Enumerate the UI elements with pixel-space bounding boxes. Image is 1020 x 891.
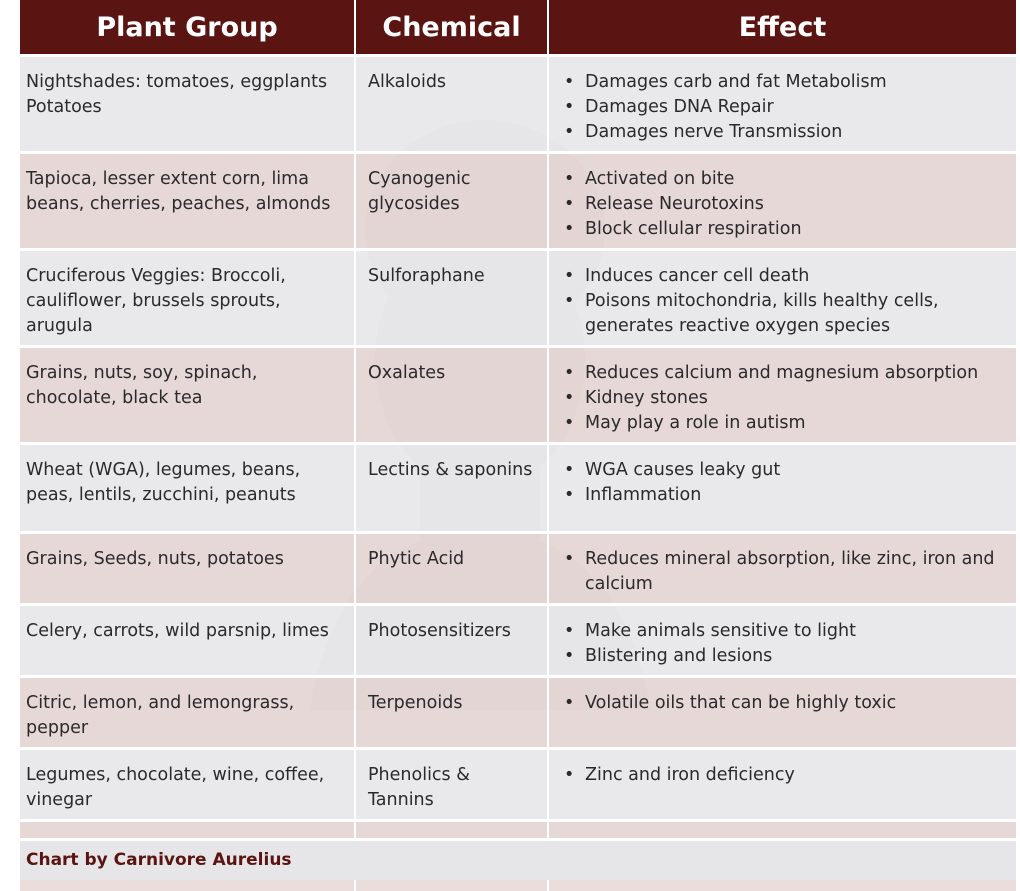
- effect-item: Damages carb and fat Metabolism: [555, 70, 1010, 95]
- table-row: Grains, Seeds, nuts, potatoes Phytic Acid…: [20, 533, 1016, 605]
- effect-item: Block cellular respiration: [555, 217, 1010, 242]
- plant-group-text: Wheat (WGA), legumes, beans, peas, lenti…: [26, 458, 348, 508]
- plant-group-cell: Legumes, chocolate, wine, coffee, vinega…: [20, 749, 355, 821]
- plant-group-text: Grains, Seeds, nuts, potatoes: [26, 547, 348, 572]
- plant-group-text: Grains, nuts, soy, spinach, chocolate, b…: [26, 361, 348, 411]
- column-header-chemical: Chemical: [355, 0, 548, 56]
- effect-cell: Activated on biteRelease NeurotoxinsBloc…: [548, 153, 1016, 250]
- effect-list: Induces cancer cell deathPoisons mitocho…: [555, 264, 1010, 339]
- plant-group-cell: Wheat (WGA), legumes, beans, peas, lenti…: [20, 444, 355, 533]
- plant-group-cell: Citric, lemon, and lemongrass, pepper: [20, 677, 355, 749]
- effect-cell: Zinc and iron deficiency: [548, 749, 1016, 821]
- effect-item: May play a role in autism: [555, 411, 1010, 436]
- plant-chemical-table: Plant Group Chemical Effect Nightshades:…: [20, 0, 1016, 891]
- chemical-cell: Oxalates: [355, 347, 548, 444]
- effect-list: Make animals sensitive to lightBlisterin…: [555, 619, 1010, 669]
- chemical-cell: Cyanogenic glycosides: [355, 153, 548, 250]
- chemical-cell: Sulforaphane: [355, 250, 548, 347]
- chemical-name: Sulforaphane: [368, 266, 485, 286]
- effect-item: Inflammation: [555, 483, 1010, 508]
- effect-list: Activated on biteRelease NeurotoxinsBloc…: [555, 167, 1010, 242]
- chemical-cell: Alkaloids: [355, 56, 548, 153]
- plant-group-cell: Tapioca, lesser extent corn, lima beans,…: [20, 153, 355, 250]
- effect-item: Kidney stones: [555, 386, 1010, 411]
- table-row: Celery, carrots, wild parsnip, limes Phot…: [20, 605, 1016, 677]
- effect-item: Damages DNA Repair: [555, 95, 1010, 120]
- effect-item: Reduces mineral absorption, like zinc, i…: [555, 547, 1010, 597]
- table-row: Cruciferous Veggies: Broccoli, cauliflow…: [20, 250, 1016, 347]
- effect-item: Volatile oils that can be highly toxic: [555, 691, 1010, 716]
- effect-cell: Reduces mineral absorption, like zinc, i…: [548, 533, 1016, 605]
- effect-item: Poisons mitochondria, kills healthy cell…: [555, 289, 1010, 339]
- table-row: Citric, lemon, and lemongrass, pepper Ter…: [20, 677, 1016, 749]
- effect-item: Release Neurotoxins: [555, 192, 1010, 217]
- effect-cell: Induces cancer cell deathPoisons mitocho…: [548, 250, 1016, 347]
- plant-group-text: Legumes, chocolate, wine, coffee, vinega…: [26, 763, 348, 813]
- effect-cell: Make animals sensitive to lightBlisterin…: [548, 605, 1016, 677]
- plant-group-text: Potatoes: [26, 95, 348, 120]
- effect-list: Reduces calcium and magnesium absorption…: [555, 361, 1010, 436]
- plant-group-cell: Grains, Seeds, nuts, potatoes: [20, 533, 355, 605]
- chemical-name: Phenolics & Tannins: [368, 765, 470, 810]
- effect-list: WGA causes leaky gutInflammation: [555, 458, 1010, 508]
- effect-item: Induces cancer cell death: [555, 264, 1010, 289]
- chemical-name: Lectins & saponins: [368, 460, 532, 480]
- effect-list: Zinc and iron deficiency: [555, 763, 1010, 788]
- chemical-cell: Photosensitizers: [355, 605, 548, 677]
- table-row: Tapioca, lesser extent corn, lima beans,…: [20, 153, 1016, 250]
- effect-item: Blistering and lesions: [555, 644, 1010, 669]
- table-row: Wheat (WGA), legumes, beans, peas, lenti…: [20, 444, 1016, 533]
- chemical-cell: Phenolics & Tannins: [355, 749, 548, 821]
- chemical-name: Alkaloids: [368, 72, 446, 92]
- chemical-name: Photosensitizers: [368, 621, 511, 641]
- table-row: Grains, nuts, soy, spinach, chocolate, b…: [20, 347, 1016, 444]
- table-row: Legumes, chocolate, wine, coffee, vinega…: [20, 749, 1016, 821]
- chemical-cell: Phytic Acid: [355, 533, 548, 605]
- footer-bar: Chart by Carnivore Aurelius: [20, 838, 1016, 880]
- effect-cell: Damages carb and fat MetabolismDamages D…: [548, 56, 1016, 153]
- effect-list: Damages carb and fat MetabolismDamages D…: [555, 70, 1010, 145]
- plant-group-text: Citric, lemon, and lemongrass, pepper: [26, 691, 348, 741]
- plant-group-text: Tapioca, lesser extent corn, lima beans,…: [26, 167, 348, 217]
- effect-list: Reduces mineral absorption, like zinc, i…: [555, 547, 1010, 597]
- chemical-name: Oxalates: [368, 363, 445, 383]
- plant-group-text: Celery, carrots, wild parsnip, limes: [26, 619, 348, 644]
- effect-item: Zinc and iron deficiency: [555, 763, 1010, 788]
- column-header-effect: Effect: [548, 0, 1016, 56]
- plant-group-text: Cruciferous Veggies: Broccoli, cauliflow…: [26, 264, 348, 339]
- chemical-name: Cyanogenic glycosides: [368, 169, 471, 214]
- plant-group-cell: Grains, nuts, soy, spinach, chocolate, b…: [20, 347, 355, 444]
- effect-item: Reduces calcium and magnesium absorption: [555, 361, 1010, 386]
- effect-cell: WGA causes leaky gutInflammation: [548, 444, 1016, 533]
- plant-group-cell: Celery, carrots, wild parsnip, limes: [20, 605, 355, 677]
- column-header-plant-group: Plant Group: [20, 0, 355, 56]
- chemical-cell: Terpenoids: [355, 677, 548, 749]
- effect-item: Activated on bite: [555, 167, 1010, 192]
- effect-item: WGA causes leaky gut: [555, 458, 1010, 483]
- table-header-row: Plant Group Chemical Effect: [20, 0, 1016, 56]
- effect-cell: Reduces calcium and magnesium absorption…: [548, 347, 1016, 444]
- chart-credit: Chart by Carnivore Aurelius: [26, 850, 292, 870]
- effect-item: Damages nerve Transmission: [555, 120, 1010, 145]
- effect-cell: Volatile oils that can be highly toxic: [548, 677, 1016, 749]
- effect-item: Make animals sensitive to light: [555, 619, 1010, 644]
- chemical-name: Phytic Acid: [368, 549, 464, 569]
- plant-group-cell: Cruciferous Veggies: Broccoli, cauliflow…: [20, 250, 355, 347]
- chemical-cell: Lectins & saponins: [355, 444, 548, 533]
- plant-group-text: Nightshades: tomatoes, eggplants: [26, 70, 348, 95]
- effect-list: Volatile oils that can be highly toxic: [555, 691, 1010, 716]
- chemical-name: Terpenoids: [368, 693, 462, 713]
